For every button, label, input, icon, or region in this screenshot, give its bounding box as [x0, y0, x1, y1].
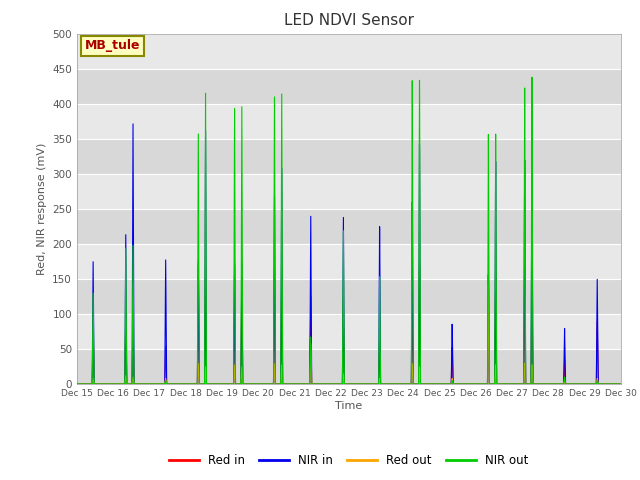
Y-axis label: Red, NIR response (mV): Red, NIR response (mV) [36, 143, 47, 275]
Text: MB_tule: MB_tule [85, 39, 140, 52]
Legend: Red in, NIR in, Red out, NIR out: Red in, NIR in, Red out, NIR out [164, 449, 533, 472]
Bar [77, 314, 621, 349]
Bar [77, 139, 621, 174]
Bar [77, 279, 621, 314]
Bar [77, 349, 621, 384]
Title: LED NDVI Sensor: LED NDVI Sensor [284, 13, 414, 28]
Bar [77, 34, 621, 69]
Bar [77, 69, 621, 104]
Bar [77, 174, 621, 209]
X-axis label: Time: Time [335, 401, 362, 410]
Bar [77, 104, 621, 139]
Bar [77, 209, 621, 244]
Bar [77, 244, 621, 279]
